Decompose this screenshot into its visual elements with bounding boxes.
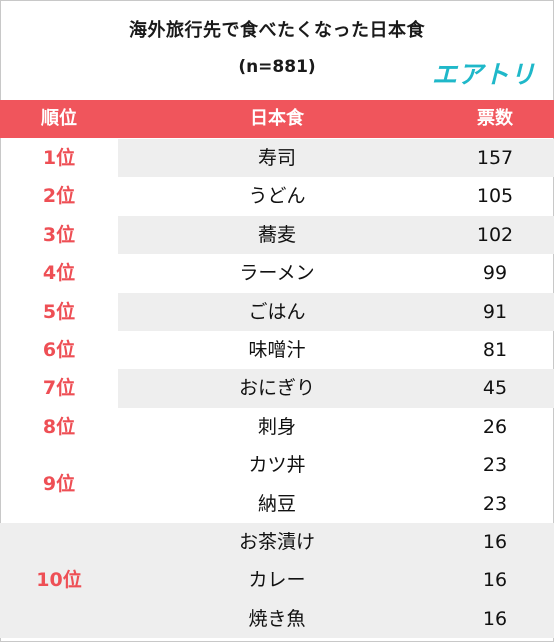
table-row: 6位 味噌汁 81 [0, 331, 554, 369]
table-row: 2位 うどん 105 [0, 177, 554, 215]
rank-cell: 3位 [42, 223, 76, 246]
food-cell: 味噌汁 [248, 338, 306, 361]
votes-cell: 91 [482, 300, 508, 323]
rank-cell: 10位 [36, 568, 82, 591]
table-row: 4位 ラーメン 99 [0, 254, 554, 292]
rank-cell: 8位 [42, 415, 76, 438]
food-cell: おにぎり [238, 377, 315, 400]
airtrip-logo: エアトリ [432, 60, 537, 89]
votes-cell: 105 [476, 185, 514, 208]
table-header: 順位 日本食 票数 [0, 100, 554, 138]
food-cell: 納豆 [257, 492, 296, 515]
rank-cell: 6位 [42, 338, 76, 361]
votes-cell: 81 [482, 338, 508, 361]
votes-cell: 16 [482, 530, 508, 553]
food-cell: 刺身 [257, 415, 296, 438]
table-row: カレー 16 [0, 561, 554, 599]
table-row: 8位 刺身 26 [0, 408, 554, 446]
sample-size: (n=881) [238, 57, 316, 77]
header-votes: 票数 [477, 108, 513, 129]
table-row: 3位 蕎麦 102 [0, 215, 554, 255]
votes-cell: 102 [476, 223, 514, 246]
table-row: お茶漬け 16 [0, 523, 554, 561]
votes-cell: 45 [482, 377, 508, 400]
food-cell: ラーメン [239, 262, 315, 285]
table-title: 海外旅行先で食べたくなった日本食 [129, 20, 425, 41]
food-cell: 焼き魚 [248, 607, 306, 630]
food-cell: 蕎麦 [257, 223, 296, 246]
header-food: 日本食 [250, 108, 304, 129]
rank-cell: 4位 [42, 262, 76, 285]
rank-group-10: 10位 お茶漬け 16 カレー 16 焼き魚 16 [0, 522, 554, 639]
rank-cell: 9位 [42, 473, 76, 496]
table-row: 1位 寿司 157 [0, 139, 554, 178]
votes-cell: 99 [482, 262, 508, 285]
rank-group-9: 9位 カツ丼 23 納豆 23 [0, 446, 554, 523]
votes-cell: 16 [482, 569, 508, 592]
votes-cell: 157 [476, 147, 514, 169]
table-row: 焼き魚 16 [0, 600, 554, 638]
table-row: 5位 ごはん 91 [0, 292, 554, 331]
ranking-table-body: 1位 寿司 157 2位 うどん 105 3位 蕎麦 102 4位 ラーメン 9… [0, 139, 554, 639]
votes-cell: 23 [482, 454, 508, 477]
table-row: 納豆 23 [0, 485, 554, 523]
rank-cell: 2位 [42, 185, 76, 208]
food-cell: うどん [248, 185, 306, 208]
food-cell: カレー [248, 569, 306, 592]
table-row: カツ丼 23 [0, 446, 554, 484]
votes-cell: 26 [482, 415, 508, 438]
food-cell: お茶漬け [238, 530, 315, 553]
votes-cell: 16 [482, 607, 508, 630]
food-cell: ごはん [248, 300, 306, 323]
rank-cell: 1位 [42, 147, 76, 169]
rank-cell: 7位 [42, 377, 76, 400]
rank-cell: 5位 [42, 300, 76, 323]
food-cell: カツ丼 [248, 454, 306, 477]
food-cell: 寿司 [257, 147, 296, 169]
header-rank: 順位 [41, 108, 77, 129]
table-row: 7位 おにぎり 45 [0, 369, 554, 408]
votes-cell: 23 [482, 492, 508, 515]
